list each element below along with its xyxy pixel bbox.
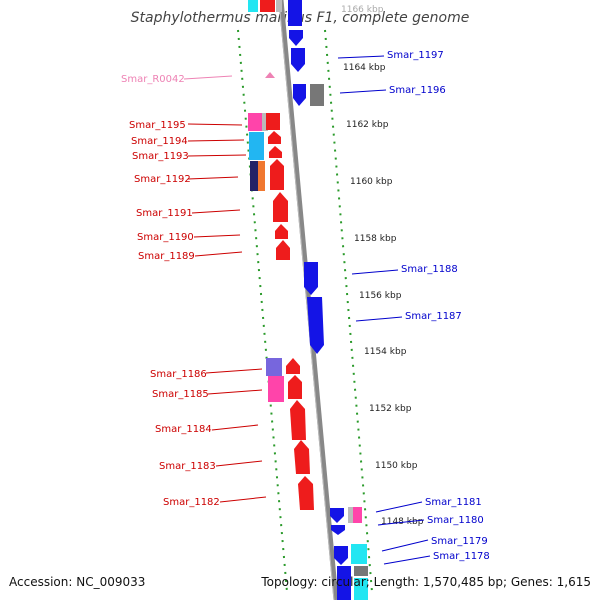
ruler-label: 1154 kbp [364, 347, 407, 357]
gene-top-partial [288, 0, 302, 26]
gene-smar-1195[interactable]: Smar_1195 [129, 113, 280, 131]
gene-smar-1182[interactable]: Smar_1182 [163, 476, 314, 510]
gene-smar-1196[interactable]: Smar_1196 [293, 84, 446, 106]
gene-label: Smar_1182 [163, 497, 220, 508]
ruler-label: 1152 kbp [369, 404, 412, 414]
summary-text: Topology: circular; Length: 1,570,485 bp… [261, 575, 591, 589]
gene-label: Smar_1185 [152, 389, 209, 400]
gene-label: Smar_1180 [427, 515, 484, 526]
gene-label: Smar_1195 [129, 120, 186, 131]
gene-label: Smar_1184 [155, 424, 212, 435]
accession-text: Accession: NC_009033 [9, 575, 146, 589]
gene-label: Smar_1186 [150, 369, 207, 380]
gene-smar-1191[interactable]: Smar_1191 [136, 192, 288, 222]
ruler-label: 1150 kbp [375, 461, 418, 471]
rna-genes: Smar_R0042 [121, 72, 275, 85]
gene-smar-1187[interactable]: Smar_1187 [307, 297, 462, 354]
gene-smar-1193[interactable]: Smar_1193 [132, 146, 282, 162]
gene-label: Smar_1196 [389, 85, 446, 96]
gene-smar-1194[interactable]: Smar_1194 [131, 131, 281, 160]
gene-smar-1186[interactable]: Smar_1186 [150, 358, 300, 380]
gene-smar-1180[interactable]: Smar_1180 [331, 515, 484, 535]
gene-label: Smar_1197 [387, 50, 444, 61]
gene-label: Smar_R0042 [121, 74, 185, 85]
gene-top-partial-reverse [248, 0, 282, 12]
ruler-labels: 1166 kbp 1164 kbp 1162 kbp 1160 kbp 1158… [341, 5, 424, 527]
gene-label: Smar_1191 [136, 208, 193, 219]
gene-smar-1190[interactable]: Smar_1190 [137, 224, 288, 243]
ruler-label: 1158 kbp [354, 234, 397, 244]
gene-label: Smar_1187 [405, 311, 462, 322]
gene-label: Smar_1194 [131, 136, 188, 147]
ruler-label: 1160 kbp [350, 177, 393, 187]
ruler-label: 1156 kbp [359, 291, 402, 301]
gene-smar-1197[interactable]: Smar_1197 [289, 30, 444, 72]
gene-smar-1184[interactable]: Smar_1184 [155, 400, 306, 440]
gene-label: Smar_1192 [134, 174, 191, 185]
ruler-label: 1162 kbp [346, 120, 389, 130]
gene-label: Smar_1188 [401, 264, 458, 275]
gene-smar-r0042[interactable]: Smar_R0042 [121, 72, 275, 85]
gene-smar-1189[interactable]: Smar_1189 [138, 240, 290, 262]
gene-smar-1181[interactable]: Smar_1181 [330, 497, 482, 523]
gene-smar-1178[interactable]: Smar_1178 [337, 551, 490, 600]
gene-label: Smar_1190 [137, 232, 194, 243]
gene-label: Smar_1189 [138, 251, 195, 262]
tick-dots-right [324, 29, 373, 593]
gene-smar-1188[interactable]: Smar_1188 [304, 262, 458, 295]
gene-label: Smar_1179 [431, 536, 488, 547]
gene-label: Smar_1178 [433, 551, 490, 562]
gene-smar-1192[interactable]: Smar_1192 [134, 159, 284, 191]
gene-label: Smar_1183 [159, 461, 216, 472]
ruler-label: 1164 kbp [343, 63, 386, 73]
gene-smar-1179[interactable]: Smar_1179 [334, 536, 488, 565]
reverse-genes: Smar_1195 Smar_1194 Smar_1193 Smar_1192 … [129, 0, 314, 510]
forward-genes: Smar_1197 Smar_1196 Smar_1188 Smar_1187 … [288, 0, 490, 600]
gene-smar-1183[interactable]: Smar_1183 [159, 440, 310, 474]
gene-label: Smar_1193 [132, 151, 189, 162]
ruler-label: 1166 kbp [341, 5, 384, 15]
gene-label: Smar_1181 [425, 497, 482, 508]
gene-smar-1185[interactable]: Smar_1185 [152, 375, 302, 402]
